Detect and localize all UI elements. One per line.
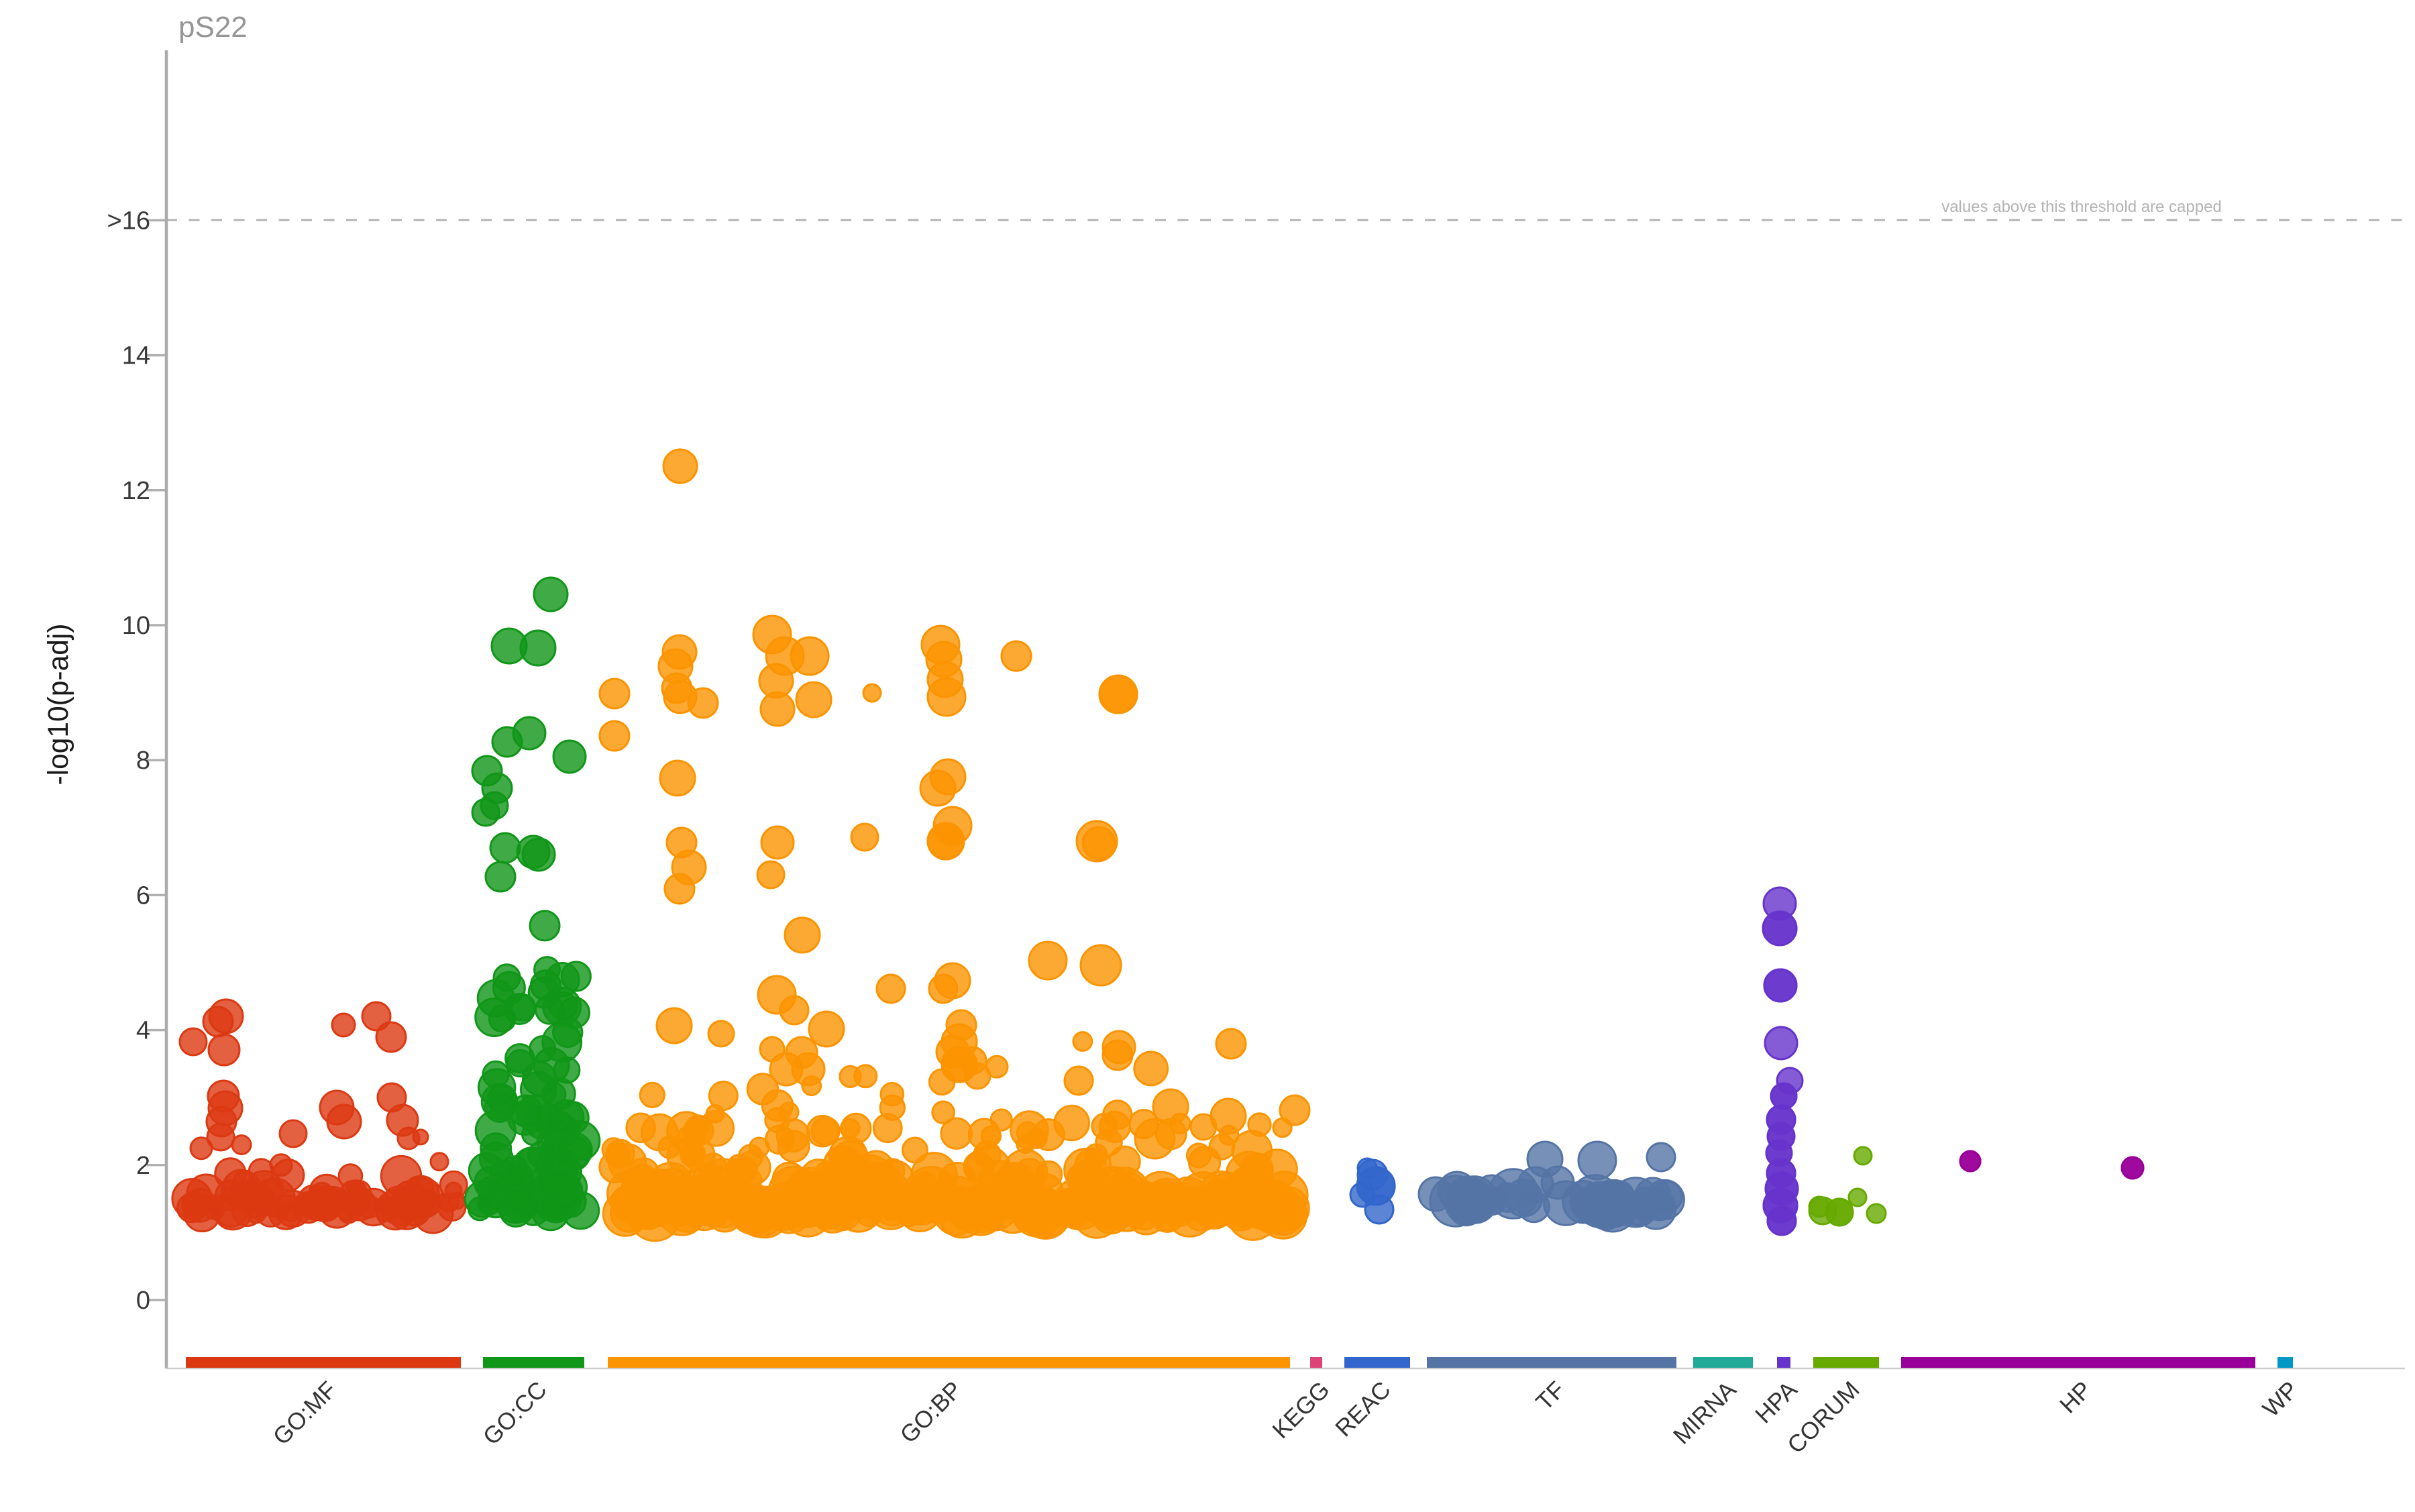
svg-text:-log10(p-adj): -log10(p-adj) [43,624,74,786]
svg-text:pS22: pS22 [178,11,248,44]
svg-text:14: 14 [122,342,150,370]
svg-text:>16: >16 [107,207,150,235]
svg-text:6: 6 [136,881,150,910]
svg-text:values above this threshold ar: values above this threshold are capped [1941,198,2222,216]
svg-text:12: 12 [122,477,150,505]
svg-text:4: 4 [136,1017,150,1045]
svg-text:2: 2 [136,1152,150,1180]
svg-text:0: 0 [136,1287,150,1315]
svg-text:8: 8 [136,747,150,775]
svg-text:10: 10 [122,612,150,640]
